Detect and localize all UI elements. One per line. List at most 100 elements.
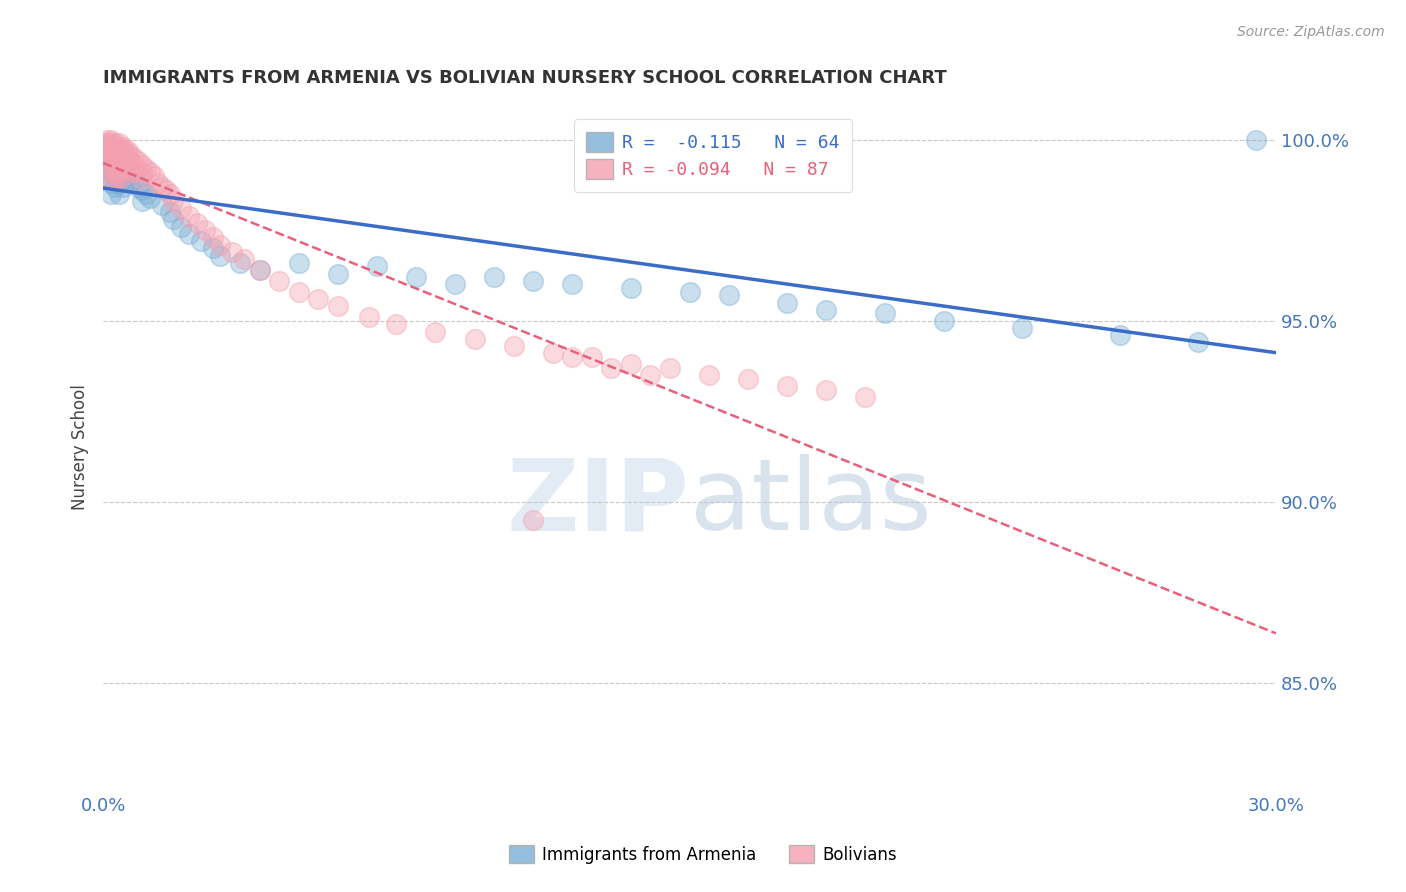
Point xyxy=(221,244,243,259)
Point xyxy=(104,172,127,186)
Point xyxy=(104,140,127,154)
Point xyxy=(357,310,380,324)
Point xyxy=(104,158,127,172)
Point xyxy=(932,314,955,328)
Point xyxy=(111,147,134,161)
Point xyxy=(115,169,138,183)
Point xyxy=(873,306,896,320)
Point xyxy=(115,154,138,169)
Point xyxy=(124,158,146,172)
Point xyxy=(107,176,129,190)
Point xyxy=(107,186,129,201)
Point xyxy=(100,147,122,161)
Point xyxy=(561,350,583,364)
Point xyxy=(100,158,122,172)
Point xyxy=(717,288,740,302)
Point xyxy=(131,183,153,197)
Point xyxy=(131,194,153,209)
Legend: Immigrants from Armenia, Bolivians: Immigrants from Armenia, Bolivians xyxy=(502,838,904,871)
Point xyxy=(96,151,118,165)
Point xyxy=(1187,335,1209,350)
Point xyxy=(111,144,134,158)
Point xyxy=(146,176,169,190)
Point xyxy=(366,260,388,274)
Point xyxy=(107,151,129,165)
Point xyxy=(107,158,129,172)
Point xyxy=(100,165,122,179)
Point xyxy=(385,318,408,332)
Point xyxy=(107,147,129,161)
Point xyxy=(541,346,564,360)
Point xyxy=(170,219,193,234)
Point xyxy=(464,332,486,346)
Point xyxy=(111,151,134,165)
Point xyxy=(100,140,122,154)
Point xyxy=(96,144,118,158)
Point xyxy=(186,216,208,230)
Point xyxy=(600,360,623,375)
Point xyxy=(107,136,129,151)
Point xyxy=(139,165,162,179)
Point xyxy=(104,151,127,165)
Point xyxy=(96,136,118,151)
Point xyxy=(522,274,544,288)
Point xyxy=(100,151,122,165)
Point xyxy=(139,190,162,204)
Point xyxy=(111,161,134,176)
Point xyxy=(229,256,252,270)
Point xyxy=(107,165,129,179)
Point xyxy=(150,179,173,194)
Point xyxy=(115,158,138,172)
Point xyxy=(326,299,349,313)
Point xyxy=(135,161,157,176)
Point xyxy=(96,144,118,158)
Point xyxy=(124,172,146,186)
Point xyxy=(124,151,146,165)
Point xyxy=(131,165,153,179)
Point xyxy=(150,198,173,212)
Point xyxy=(1011,321,1033,335)
Y-axis label: Nursery School: Nursery School xyxy=(72,384,89,510)
Point xyxy=(159,186,181,201)
Point xyxy=(107,144,129,158)
Point xyxy=(107,172,129,186)
Point xyxy=(190,234,212,248)
Point xyxy=(100,140,122,154)
Point xyxy=(100,165,122,179)
Point xyxy=(111,161,134,176)
Point xyxy=(104,165,127,179)
Point xyxy=(326,267,349,281)
Point xyxy=(855,390,877,404)
Point xyxy=(104,158,127,172)
Text: Source: ZipAtlas.com: Source: ZipAtlas.com xyxy=(1237,25,1385,39)
Point xyxy=(697,368,720,382)
Point xyxy=(96,154,118,169)
Point xyxy=(111,154,134,169)
Point xyxy=(815,383,838,397)
Point xyxy=(581,350,603,364)
Point xyxy=(127,154,149,169)
Point xyxy=(232,252,254,267)
Point xyxy=(100,144,122,158)
Point xyxy=(444,277,467,292)
Point xyxy=(678,285,700,299)
Point xyxy=(100,136,122,151)
Point xyxy=(522,513,544,527)
Point xyxy=(179,227,201,241)
Point xyxy=(127,179,149,194)
Point xyxy=(201,230,224,244)
Text: ZIP: ZIP xyxy=(506,454,689,551)
Point xyxy=(131,158,153,172)
Point xyxy=(115,161,138,176)
Point xyxy=(107,158,129,172)
Point xyxy=(162,194,184,209)
Point xyxy=(209,237,232,252)
Point xyxy=(120,147,142,161)
Point xyxy=(209,248,232,262)
Point xyxy=(201,241,224,255)
Point xyxy=(307,292,329,306)
Point xyxy=(124,165,146,179)
Point xyxy=(502,339,524,353)
Point xyxy=(1108,328,1130,343)
Point xyxy=(737,372,759,386)
